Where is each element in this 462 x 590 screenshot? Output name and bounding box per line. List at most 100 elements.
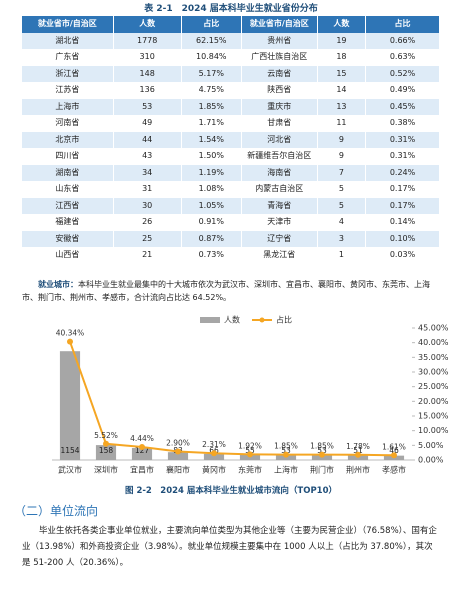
cell: 黑龙江省 bbox=[242, 247, 318, 264]
cell: 1.19% bbox=[181, 164, 242, 181]
y2-tick-label: 35.00% bbox=[418, 353, 449, 362]
cell: 重庆市 bbox=[241, 98, 318, 115]
y2-tick-label: 0.00% bbox=[418, 456, 444, 465]
cell: 18 bbox=[318, 49, 367, 66]
cell: 青海省 bbox=[241, 197, 318, 214]
cell: 1.08% bbox=[182, 181, 242, 198]
cell: 0.73% bbox=[182, 247, 242, 264]
cell: 25 bbox=[113, 230, 182, 247]
table: 就业省市/自治区 人数 占比 就业省市/自治区 人数 占比 湖北省 1778 62.15% 贵州省… bbox=[22, 16, 440, 264]
cell: 44 bbox=[113, 131, 182, 148]
x-tick-label: 襄阳市 bbox=[166, 465, 190, 475]
cell: 0.17% bbox=[366, 197, 440, 214]
cell: 0.49% bbox=[366, 82, 440, 99]
cell: 山东省 bbox=[22, 181, 114, 198]
cell: 1.71% bbox=[182, 115, 242, 132]
line-marker bbox=[139, 443, 145, 450]
cell: 43 bbox=[114, 148, 182, 165]
cell: 1.50% bbox=[182, 148, 242, 165]
cell: 安徽省 bbox=[22, 230, 114, 247]
header-cell: 占比 bbox=[366, 16, 440, 33]
cell: 9 bbox=[318, 148, 367, 165]
section-heading: （二）单位流向 bbox=[14, 504, 99, 518]
x-tick-label: 东莞市 bbox=[238, 465, 262, 475]
cell: 0.14% bbox=[366, 214, 440, 231]
x-tick-label: 孝感市 bbox=[382, 465, 406, 475]
table-row: 浙江省 148 5.17% 云南省 15 0.52% bbox=[22, 65, 440, 82]
bar-label: 51 bbox=[353, 446, 363, 455]
cell: 34 bbox=[113, 164, 182, 181]
cell: 14 bbox=[318, 82, 367, 99]
cell: 3 bbox=[317, 230, 367, 247]
cell: 30 bbox=[113, 197, 182, 214]
bar bbox=[203, 453, 225, 460]
cell: 53 bbox=[113, 98, 182, 115]
cell: 0.63% bbox=[366, 49, 440, 66]
cell: 1.85% bbox=[181, 98, 242, 115]
cell: 江苏省 bbox=[22, 82, 114, 99]
note: 就业城市：本科毕业生就业最集中的十大城市依次为武汉市、深圳市、宜昌市、襄阳市、黄… bbox=[22, 278, 440, 304]
line-marker bbox=[247, 451, 253, 458]
legend-swatch bbox=[259, 317, 265, 323]
table-row: 江西省 30 1.05% 青海省 5 0.17% bbox=[22, 197, 440, 214]
line-marker bbox=[211, 450, 217, 457]
y2-tick-label: 10.00% bbox=[418, 426, 449, 435]
legend-label: 人数 bbox=[224, 315, 240, 325]
cell: 26 bbox=[114, 214, 182, 231]
cell: 0.17% bbox=[366, 181, 440, 198]
cell: 0.24% bbox=[366, 164, 440, 181]
cell: 1 bbox=[318, 247, 367, 264]
line-marker bbox=[391, 452, 397, 459]
cell: 湖北省 bbox=[22, 32, 114, 49]
line-label: 1.61% bbox=[382, 442, 406, 451]
header-cell: 人数 bbox=[113, 16, 182, 33]
cell: 湖南省 bbox=[22, 164, 114, 181]
header-cell: 人数 bbox=[317, 16, 367, 33]
cell: 0.10% bbox=[366, 230, 440, 247]
cell: 福建省 bbox=[22, 214, 114, 231]
line-label: 1.92% bbox=[238, 441, 262, 450]
y2-tick-label: 45.00% bbox=[418, 324, 449, 333]
line-marker bbox=[283, 451, 289, 458]
cell: 62.15% bbox=[181, 32, 242, 49]
cell: 1778 bbox=[113, 32, 182, 49]
cell: 内蒙古自治区 bbox=[242, 181, 318, 198]
cell: 0.31% bbox=[366, 131, 440, 148]
x-tick-label: 荆州市 bbox=[346, 465, 370, 475]
cell: 广西壮族自治区 bbox=[242, 49, 318, 66]
cell: 21 bbox=[114, 247, 182, 264]
table-row: 湖北省 1778 62.15% 贵州省 19 0.66% bbox=[22, 32, 440, 49]
cell: 11 bbox=[318, 115, 367, 132]
cell: 河北省 bbox=[241, 131, 318, 148]
header-cell: 就业省市/自治区 bbox=[22, 16, 114, 33]
cell: 15 bbox=[317, 65, 367, 82]
cell: 5.17% bbox=[181, 65, 242, 82]
cell: 5 bbox=[318, 181, 367, 198]
table-row: 江苏省 136 4.75% 陕西省 14 0.49% bbox=[22, 82, 440, 99]
bar bbox=[167, 452, 189, 460]
table-row: 安徽省 25 0.87% 辽宁省 3 0.10% bbox=[22, 230, 440, 247]
cell: 河南省 bbox=[22, 115, 114, 132]
x-tick-label: 荆门市 bbox=[310, 465, 334, 475]
cell: 31 bbox=[114, 181, 182, 198]
cell: 310 bbox=[114, 49, 182, 66]
cell: 49 bbox=[114, 115, 182, 132]
table-row: 福建省 26 0.91% 天津市 4 0.14% bbox=[22, 214, 440, 231]
bar-label: 55 bbox=[245, 446, 255, 455]
paragraph: 毕业生依托各类企事业单位就业，主要流向单位类型为其他企业等（主要为民营企业）（7… bbox=[22, 526, 437, 568]
header-cell: 就业省市/自治区 bbox=[241, 16, 318, 33]
figure-caption: 图 2-2 2024 届本科毕业生就业城市流向（TOP10） bbox=[124, 486, 338, 496]
line-marker bbox=[319, 451, 325, 458]
y2-tick-label: 20.00% bbox=[418, 397, 449, 406]
y2-tick-label: 40.00% bbox=[418, 338, 449, 347]
cell: 0.38% bbox=[366, 115, 440, 132]
table-title: 表 2-1 2024 届本科毕业生就业省份分布 bbox=[144, 4, 318, 14]
cell: 江西省 bbox=[22, 197, 114, 214]
cell: 0.91% bbox=[182, 214, 242, 231]
y2-tick-label: 15.00% bbox=[418, 412, 449, 421]
table-row: 山东省 31 1.08% 内蒙古自治区 5 0.17% bbox=[22, 181, 440, 198]
x-tick-label: 深圳市 bbox=[94, 465, 118, 475]
cell: 4 bbox=[318, 214, 367, 231]
bar-label: 53 bbox=[317, 446, 327, 455]
